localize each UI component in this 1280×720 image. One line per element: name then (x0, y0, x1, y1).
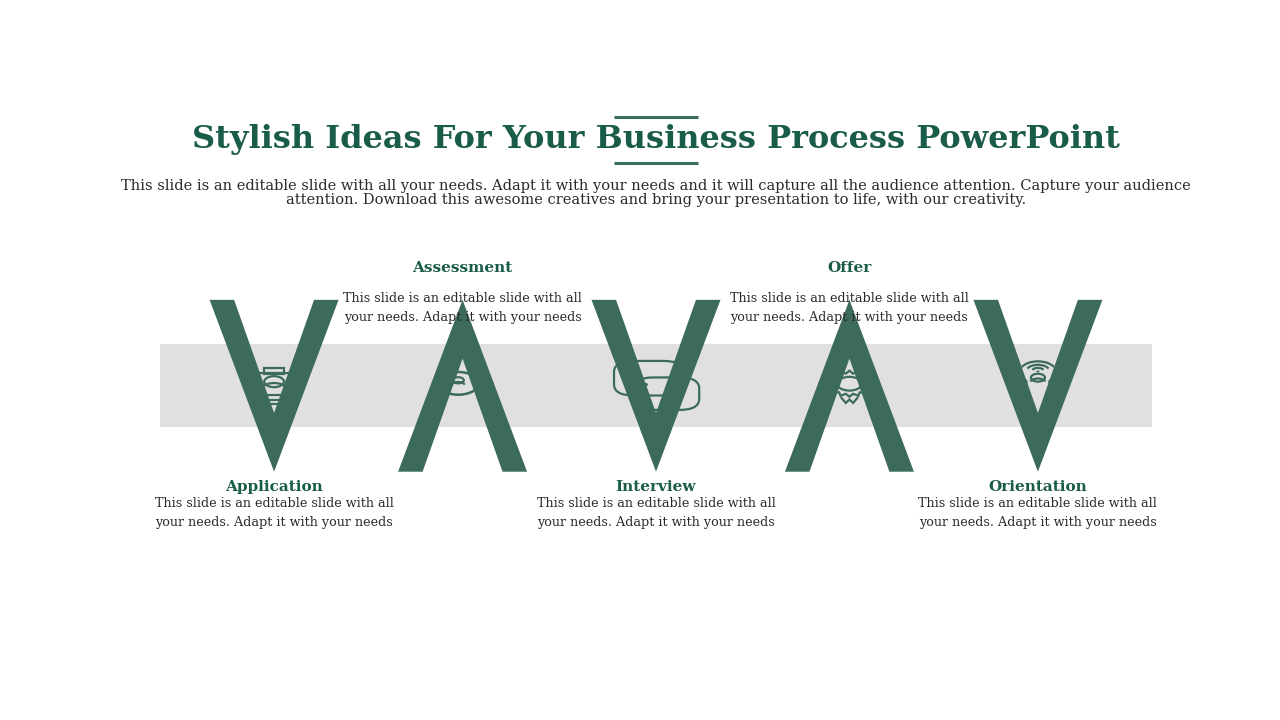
Text: Application: Application (225, 480, 323, 494)
Text: Offer: Offer (827, 261, 872, 275)
Circle shape (1037, 371, 1039, 372)
Bar (160, 344, 1152, 428)
Text: Assessment: Assessment (412, 261, 513, 275)
Text: Orientation: Orientation (988, 480, 1087, 494)
Text: This slide is an editable slide with all
your needs. Adapt it with your needs: This slide is an editable slide with all… (343, 292, 582, 324)
Polygon shape (398, 300, 527, 472)
Text: This slide is an editable slide with all
your needs. Adapt it with your needs: This slide is an editable slide with all… (919, 497, 1157, 529)
Polygon shape (210, 300, 338, 472)
Text: Interview: Interview (616, 480, 696, 494)
Text: attention. Download this awesome creatives and bring your presentation to life, : attention. Download this awesome creativ… (285, 193, 1027, 207)
Text: This slide is an editable slide with all your needs. Adapt it with your needs an: This slide is an editable slide with all… (122, 179, 1190, 193)
Text: Stylish Ideas For Your Business Process PowerPoint: Stylish Ideas For Your Business Process … (192, 124, 1120, 155)
Text: This slide is an editable slide with all
your needs. Adapt it with your needs: This slide is an editable slide with all… (536, 497, 776, 529)
Text: This slide is an editable slide with all
your needs. Adapt it with your needs: This slide is an editable slide with all… (155, 497, 393, 529)
Polygon shape (974, 300, 1102, 472)
Polygon shape (785, 300, 914, 472)
Text: This slide is an editable slide with all
your needs. Adapt it with your needs: This slide is an editable slide with all… (730, 292, 969, 324)
Polygon shape (591, 300, 721, 472)
